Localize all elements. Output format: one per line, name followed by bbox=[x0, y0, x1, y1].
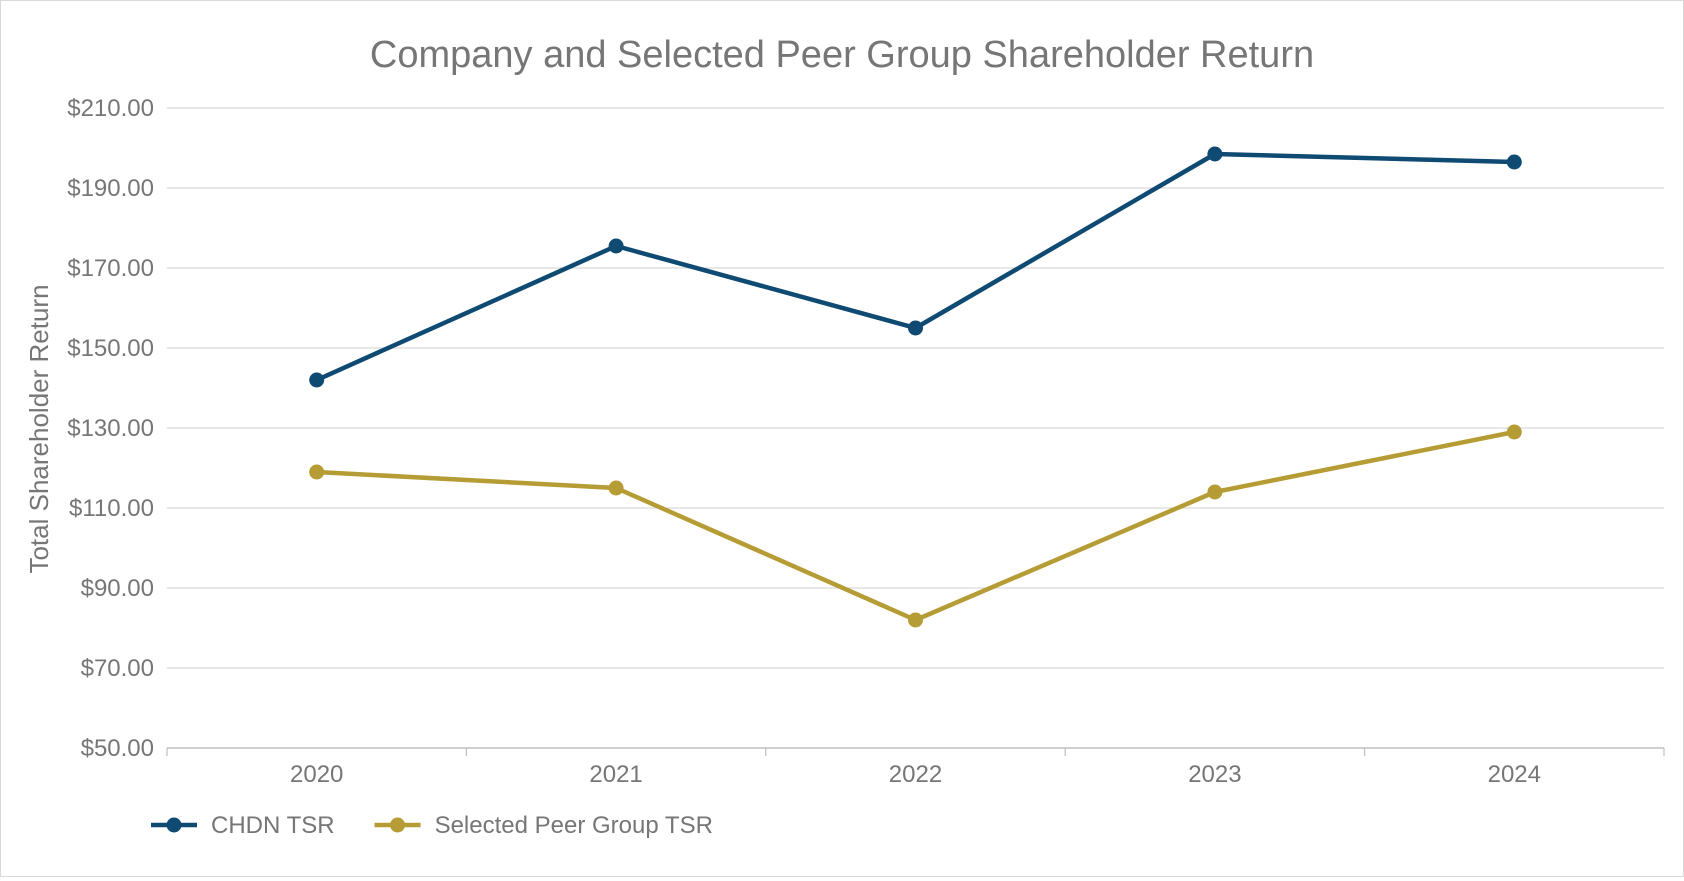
y-axis-label: Total Shareholder Return bbox=[24, 284, 54, 573]
series-2 bbox=[309, 424, 1522, 628]
data-point bbox=[908, 320, 923, 336]
legend: CHDN TSR Selected Peer Group TSR bbox=[151, 812, 713, 839]
x-tick-label: 2022 bbox=[889, 761, 942, 788]
data-point bbox=[908, 612, 923, 628]
x-tick-label: 2020 bbox=[290, 761, 343, 788]
legend-label: CHDN TSR bbox=[211, 812, 335, 839]
data-point bbox=[1207, 146, 1223, 162]
legend-item: Selected Peer Group TSR bbox=[374, 812, 713, 839]
y-tick-label: $150.00 bbox=[67, 335, 154, 362]
y-tick-label: $110.00 bbox=[69, 495, 154, 522]
y-tick-label: $130.00 bbox=[67, 415, 154, 442]
x-tick-label: 2024 bbox=[1488, 761, 1541, 788]
legend-label: Selected Peer Group TSR bbox=[435, 812, 713, 839]
x-tick-label: 2023 bbox=[1188, 761, 1241, 788]
gridlines bbox=[167, 107, 1664, 749]
y-tick-label: $50.00 bbox=[81, 735, 154, 762]
y-tick-label: $70.00 bbox=[81, 655, 154, 682]
series-layer bbox=[309, 146, 1522, 628]
y-tick-label: $210.00 bbox=[67, 95, 154, 122]
series-1 bbox=[309, 146, 1522, 388]
data-point bbox=[309, 372, 325, 388]
y-tick-label: $170.00 bbox=[67, 255, 154, 282]
data-point bbox=[1506, 424, 1522, 440]
data-point bbox=[1207, 484, 1223, 500]
series-line bbox=[314, 429, 1517, 623]
data-point bbox=[1506, 154, 1522, 170]
data-point bbox=[309, 464, 325, 480]
y-axis-ticks: $50.00 $70.00 $90.00 $110.00 $130.00 $150.00 $… bbox=[67, 95, 154, 762]
y-tick-label: $190.00 bbox=[67, 175, 154, 202]
x-tick-label: 2021 bbox=[589, 761, 642, 788]
chart-title: Company and Selected Peer Group Sharehol… bbox=[370, 34, 1314, 76]
data-point bbox=[608, 480, 624, 496]
data-point bbox=[608, 238, 624, 254]
legend-swatch-marker bbox=[166, 817, 182, 833]
x-axis: 2020 2021 2022 2023 2024 bbox=[166, 748, 1665, 788]
y-tick-label: $90.00 bbox=[81, 575, 154, 602]
legend-swatch-marker bbox=[390, 817, 406, 833]
legend-item: CHDN TSR bbox=[151, 812, 335, 839]
